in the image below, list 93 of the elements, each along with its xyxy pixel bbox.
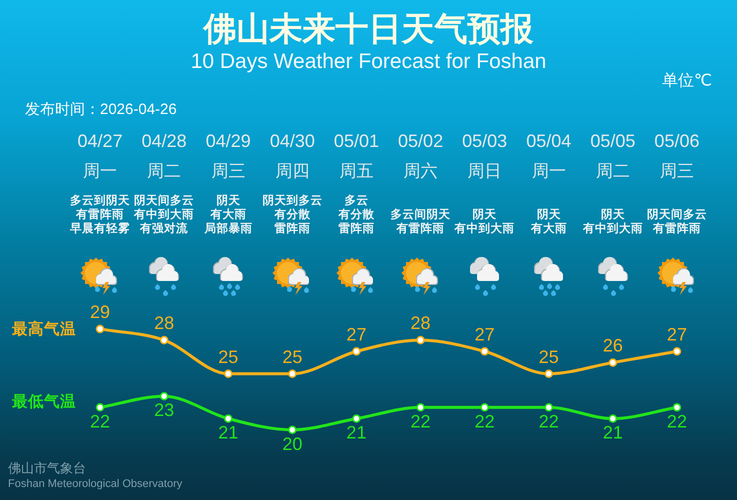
text: 有雷阵雨 (652, 221, 701, 236)
x-tick-label: 04/28 (142, 130, 187, 151)
text: 有雷阵雨 (396, 221, 445, 236)
text: 雷阵雨 (274, 221, 310, 236)
text: 阴天 (536, 208, 561, 222)
point (608, 414, 618, 423)
data-label: 27 (666, 324, 687, 344)
text: 周一 (532, 162, 566, 181)
point (352, 347, 361, 356)
text: 雷阵雨 (338, 221, 374, 236)
x-tick-label: 05/04 (526, 130, 572, 151)
text: 多云到阴天 (70, 193, 130, 208)
data-label: 27 (474, 324, 495, 344)
data-label: 26 (602, 336, 623, 356)
point (96, 324, 104, 334)
data-label: 27 (346, 324, 366, 344)
point (96, 403, 104, 412)
text: 有强对流 (139, 221, 190, 236)
x-tick-label: 05/01 (334, 130, 379, 151)
data-label: 25 (282, 346, 302, 367)
text: 佛山市气象台 (8, 460, 86, 476)
text: 单位℃ (662, 71, 712, 90)
data-label: 22 (90, 411, 110, 432)
data-label: 21 (602, 422, 623, 443)
text: 多云 (344, 193, 368, 208)
point (544, 403, 553, 412)
point (288, 370, 297, 378)
data-label: 25 (538, 346, 559, 367)
data-label: 28 (410, 313, 431, 334)
data-label: 22 (410, 411, 431, 432)
text: Foshan Meteorological Observatory (8, 478, 183, 490)
text: 有分散 (337, 208, 376, 222)
text: 周五 (339, 162, 374, 181)
point (288, 426, 297, 434)
point (480, 347, 489, 356)
x-tick-label: 05/03 (462, 130, 508, 151)
data-label: 22 (538, 411, 559, 432)
data-label: 22 (666, 411, 687, 432)
text: 周四 (275, 162, 310, 181)
x-tick-label: 04/27 (78, 130, 123, 151)
data-label: 25 (218, 346, 238, 367)
data-label: 21 (218, 422, 238, 443)
point (416, 336, 425, 344)
chart-title: 佛山未来十日天气预报 (202, 10, 534, 48)
x-tick-label: 05/05 (590, 130, 636, 151)
text: 有中到大雨 (582, 221, 643, 236)
text: 周三 (211, 162, 246, 181)
x-tick-label: 04/30 (270, 130, 315, 151)
text: 有分散 (273, 208, 312, 222)
text: 阴天 (216, 194, 240, 208)
series-label: 最高气温 (11, 319, 76, 338)
text: 有中到大雨 (454, 221, 515, 236)
point (352, 414, 361, 423)
text: 阴天 (600, 208, 625, 222)
text: 有大雨 (530, 221, 567, 236)
text: 有大雨 (209, 207, 246, 222)
point (672, 403, 682, 412)
text: 周二 (147, 162, 182, 181)
chart-subtitle: 10 Days Weather Forecast for Foshan (190, 50, 546, 73)
point (416, 403, 425, 412)
point (480, 403, 489, 412)
data-label: 22 (474, 411, 495, 432)
text: 发布时间：2026-04-26 (25, 101, 177, 118)
x-tick-label: 04/29 (206, 130, 251, 151)
text: 阴天间多云 (646, 207, 707, 222)
text: 周二 (596, 162, 630, 181)
text: 有雷阵雨 (75, 207, 124, 222)
point (224, 370, 232, 378)
text: 局部暴雨 (203, 221, 252, 236)
text: 周日 (468, 162, 502, 181)
data-label: 29 (90, 302, 110, 322)
point (672, 347, 682, 356)
series-label: 最低气温 (11, 392, 76, 411)
text: 阴天 (472, 208, 497, 222)
data-label: 28 (154, 313, 174, 334)
text: 周一 (83, 162, 118, 181)
data-label: 21 (346, 422, 366, 443)
text: 有中到大雨 (133, 207, 194, 222)
x-tick-label: 05/06 (654, 130, 700, 151)
x-tick-label: 05/02 (398, 130, 444, 151)
text: 阴天到多云 (262, 193, 322, 208)
point (160, 392, 168, 400)
text: 周六 (404, 162, 438, 181)
data-label: 20 (282, 434, 302, 454)
text: 阴天间多云 (134, 193, 194, 208)
point (544, 370, 553, 378)
text: 多云间阴天 (390, 207, 451, 222)
text: 早晨有轻雾 (69, 221, 130, 236)
data-label: 23 (154, 400, 174, 420)
point (608, 358, 618, 367)
text: 周三 (660, 162, 694, 181)
point (224, 414, 232, 423)
point (160, 336, 168, 344)
